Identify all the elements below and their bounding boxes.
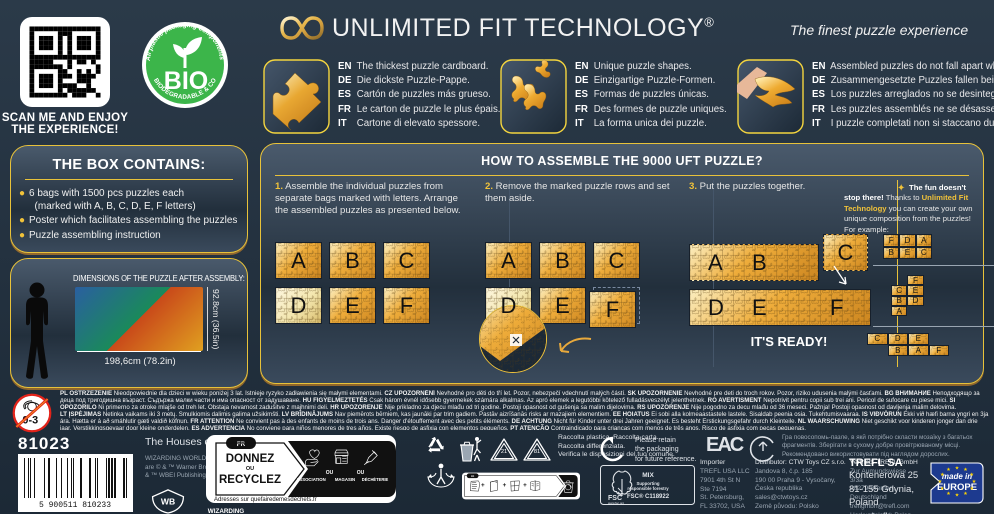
svg-text:www.fsc.org: www.fsc.org — [608, 501, 625, 505]
svg-text:★: ★ — [940, 472, 945, 478]
svg-text:OU: OU — [246, 466, 254, 472]
svg-text:DONNEZ: DONNEZ — [226, 453, 275, 465]
svg-text:★: ★ — [940, 486, 945, 492]
svg-text:+: + — [523, 482, 527, 489]
svg-text:★: ★ — [946, 491, 951, 497]
svg-text:★: ★ — [969, 486, 974, 492]
svg-text:★: ★ — [955, 465, 960, 471]
svg-text:81: 81 — [534, 449, 540, 455]
svg-text:★: ★ — [963, 467, 968, 473]
svg-text:OU: OU — [357, 470, 365, 476]
svg-text:responsible forestry: responsible forestry — [627, 486, 669, 491]
svg-text:MIX: MIX — [642, 472, 654, 479]
svg-text:★: ★ — [963, 491, 968, 497]
svg-text:★: ★ — [969, 472, 974, 478]
svg-text:RECYCLEZ: RECYCLEZ — [219, 474, 281, 486]
svg-text:+: + — [481, 482, 485, 489]
svg-text:MAGASIN: MAGASIN — [335, 477, 355, 482]
svg-text:FR: FR — [237, 441, 246, 448]
svg-text:21: 21 — [501, 449, 507, 455]
svg-text:WB: WB — [161, 496, 175, 506]
svg-text:made in: made in — [942, 472, 972, 481]
svg-text:OU: OU — [326, 470, 334, 476]
svg-text:BIO: BIO — [164, 67, 208, 95]
svg-text:+: + — [503, 482, 507, 489]
svg-text:★: ★ — [938, 479, 943, 485]
svg-text:★: ★ — [972, 479, 977, 485]
svg-text:DÉCHÈTERIE: DÉCHÈTERIE — [362, 477, 389, 482]
svg-text:★: ★ — [946, 467, 951, 473]
svg-text:FR: FR — [471, 475, 475, 478]
svg-text:★: ★ — [955, 493, 960, 499]
svg-text:5 900511 810233: 5 900511 810233 — [39, 501, 111, 510]
svg-text:Adresses sur quefairedemesdech: Adresses sur quefairedemesdechets.fr — [214, 497, 317, 503]
svg-text:ASSOCIATION: ASSOCIATION — [296, 477, 326, 482]
svg-text:FSC® C118922: FSC® C118922 — [627, 493, 670, 500]
